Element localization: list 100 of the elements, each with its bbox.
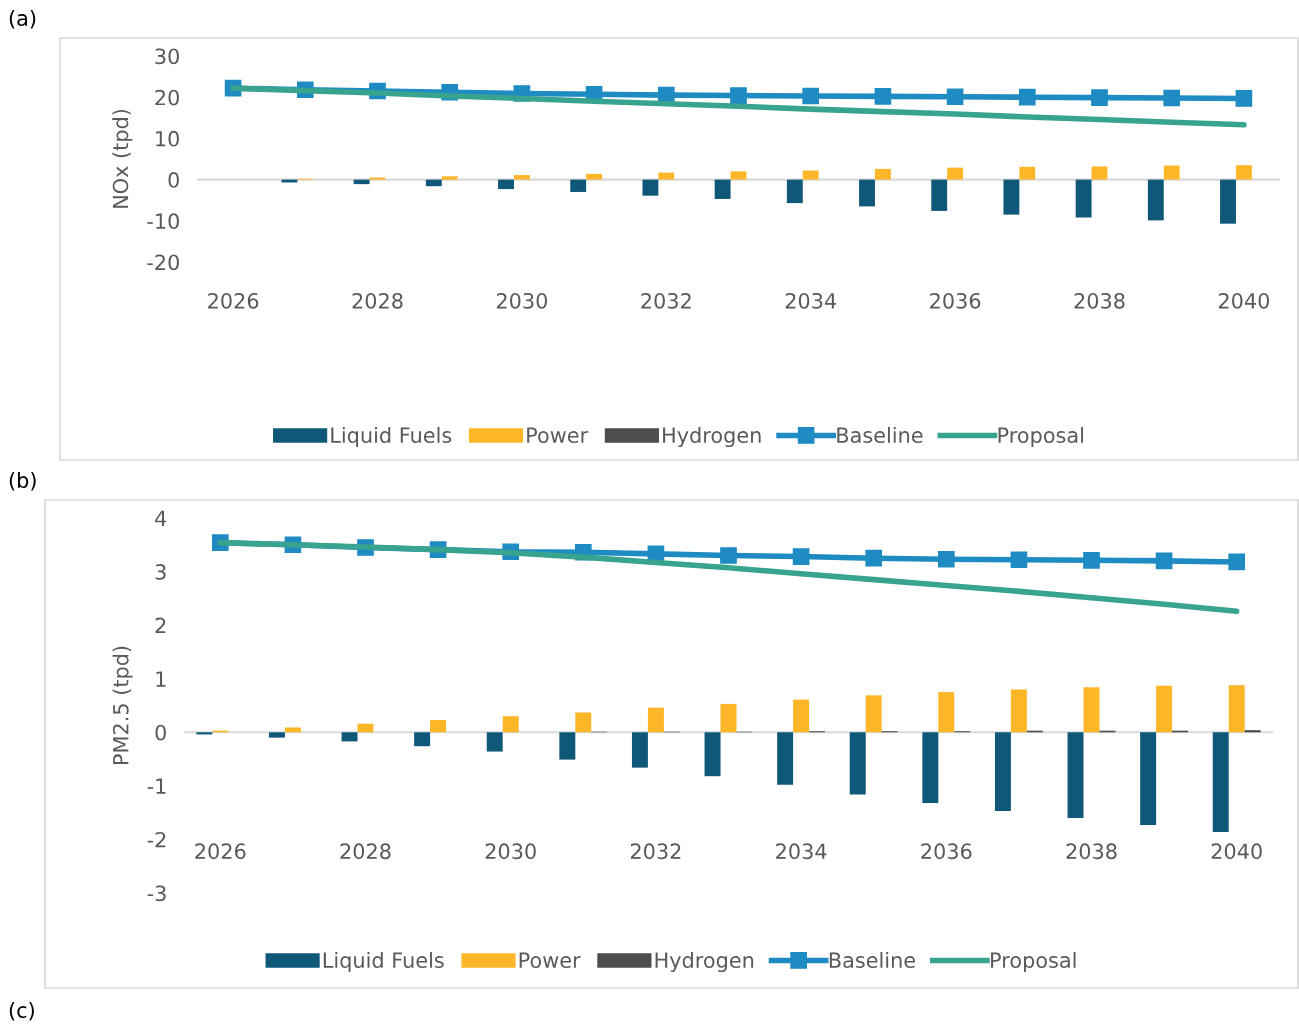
- x-tick-label: 2036: [930, 292, 981, 309]
- y-tick-label: -20: [147, 254, 179, 271]
- point: [1228, 553, 1246, 571]
- bar: [1019, 166, 1036, 180]
- bar: [1212, 732, 1229, 832]
- bar: [704, 732, 721, 777]
- y-tick-label: 4: [155, 510, 167, 526]
- point: [802, 87, 820, 105]
- legend-label: Power: [527, 427, 589, 444]
- y-tick-label: -10: [147, 213, 179, 230]
- bar: [196, 732, 213, 735]
- bar: [284, 727, 301, 733]
- y-tick-label: -2: [147, 831, 166, 848]
- point: [1155, 552, 1173, 570]
- y-tick-label: 30: [155, 48, 179, 65]
- x-tick-label: 2028: [352, 292, 403, 309]
- bar: [268, 732, 285, 738]
- bar: [575, 712, 592, 733]
- bar: [793, 699, 810, 733]
- point: [1163, 89, 1181, 107]
- point: [792, 548, 810, 565]
- y-tick-label: 1: [156, 671, 166, 687]
- legend-label: Proposal: [991, 951, 1076, 973]
- point: [1010, 551, 1028, 569]
- bar: [1067, 732, 1084, 818]
- y-tick-label: 3: [155, 564, 166, 580]
- x-tick-label: 2028: [340, 843, 391, 860]
- bar: [1220, 179, 1236, 224]
- bar: [938, 692, 955, 733]
- y-tick-label: 2: [155, 617, 166, 634]
- bar: [502, 716, 519, 733]
- point: [874, 88, 892, 105]
- bar: [1235, 165, 1252, 180]
- bar: [714, 179, 731, 199]
- x-tick-label: 2034: [785, 292, 837, 309]
- point: [730, 87, 747, 104]
- bar: [777, 732, 794, 785]
- y-axis-title: PM2.5 (tpd): [112, 646, 133, 765]
- bar: [859, 179, 875, 207]
- x-tick-label: 2032: [641, 292, 691, 309]
- bar: [1083, 687, 1100, 733]
- bar: [786, 179, 803, 204]
- text: (c): [9, 1001, 34, 1021]
- legend-label: Liquid Fuels: [331, 426, 452, 448]
- y-tick-label: 20: [155, 89, 179, 106]
- x-tick-label: 2036: [921, 843, 972, 860]
- point: [1083, 551, 1100, 569]
- x-tick-label: 2026: [195, 843, 246, 860]
- bar: [570, 179, 587, 192]
- point: [937, 550, 955, 568]
- bar: [658, 172, 675, 180]
- bar: [1003, 179, 1020, 215]
- bar: [849, 732, 866, 795]
- y-tick-label: -3: [147, 885, 166, 902]
- bar: [1228, 685, 1245, 733]
- x-tick-label: 2030: [485, 843, 536, 860]
- legend-label: Baseline: [837, 426, 923, 444]
- y-tick-label: 0: [168, 172, 179, 188]
- bar: [647, 707, 664, 733]
- y-tick-label: 10: [156, 130, 179, 147]
- bar: [922, 732, 939, 803]
- bar: [1163, 165, 1180, 180]
- legend-label: Baseline: [829, 951, 916, 969]
- bar: [947, 167, 964, 180]
- bar: [1147, 179, 1164, 221]
- x-tick-label: 2038: [1074, 292, 1125, 309]
- bar: [1244, 730, 1261, 733]
- x-tick-label: 2038: [1066, 843, 1117, 860]
- bar: [874, 168, 891, 180]
- legend-label: Liquid Fuels: [323, 951, 444, 973]
- bar: [414, 732, 431, 747]
- point: [946, 88, 964, 106]
- point: [720, 547, 737, 564]
- x-tick-label: 2032: [630, 843, 681, 860]
- bar: [425, 179, 442, 187]
- point: [1091, 89, 1108, 106]
- y-axis-title: NOx (tpd): [112, 109, 133, 208]
- text: (b): [9, 471, 36, 491]
- bar: [720, 703, 737, 733]
- point: [1235, 90, 1253, 107]
- bar: [642, 179, 659, 196]
- legend-label: Hydrogen: [663, 426, 761, 448]
- bar: [586, 173, 603, 180]
- bar: [1010, 689, 1027, 733]
- point: [865, 549, 883, 567]
- bar: [1091, 166, 1108, 180]
- bar: [513, 175, 530, 180]
- point: [1018, 88, 1036, 106]
- bar: [1075, 179, 1092, 218]
- legend-label: Hydrogen: [655, 951, 754, 973]
- bar: [430, 719, 447, 733]
- bar: [441, 176, 458, 180]
- bar: [486, 732, 503, 752]
- bar: [865, 695, 882, 733]
- y-tick-label: 0: [155, 724, 166, 741]
- bar: [631, 732, 648, 768]
- bar: [730, 171, 747, 180]
- bar: [802, 170, 819, 180]
- y-tick-label: -1: [147, 778, 166, 794]
- bar: [1140, 732, 1157, 825]
